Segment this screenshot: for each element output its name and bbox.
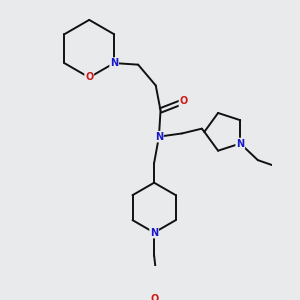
Text: N: N (150, 228, 158, 238)
Text: N: N (110, 58, 118, 68)
Text: N: N (155, 132, 163, 142)
Text: N: N (236, 139, 244, 148)
Text: O: O (179, 97, 188, 106)
Text: O: O (150, 293, 158, 300)
Text: O: O (85, 73, 93, 82)
